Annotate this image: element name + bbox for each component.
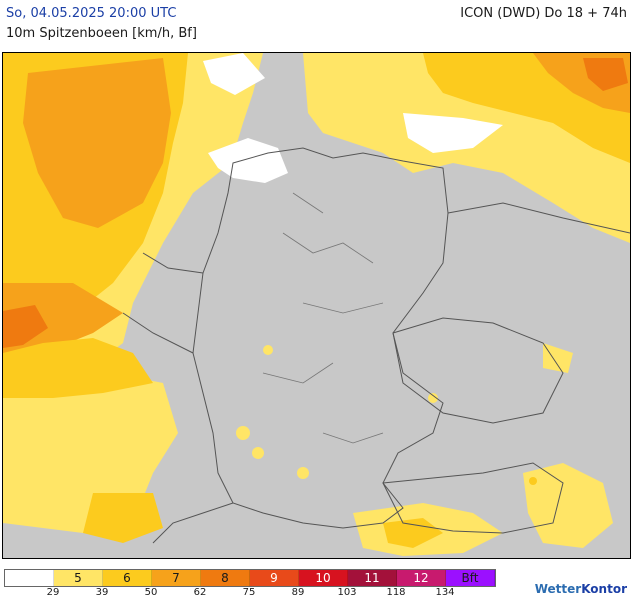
legend-class-label: 6 xyxy=(123,571,131,585)
map-canvas xyxy=(3,53,630,558)
baltic-gust-bf8 xyxy=(583,58,628,91)
legend-threshold: 134 xyxy=(435,587,455,598)
alps-gust-bf6 xyxy=(383,518,443,548)
channel-gust-bf8 xyxy=(3,305,48,348)
austria-border xyxy=(382,462,564,534)
legend-threshold: 89 xyxy=(291,587,305,598)
poland-border xyxy=(447,202,630,234)
german-bight-calm xyxy=(203,53,265,95)
legend-class: 10 xyxy=(299,570,348,586)
legend-class: 6 xyxy=(103,570,152,586)
legend-threshold: 39 xyxy=(95,587,109,598)
czech-border xyxy=(392,317,564,424)
legend-threshold: 62 xyxy=(193,587,207,598)
legend-class: 9 xyxy=(250,570,299,586)
gust-map[interactable] xyxy=(2,52,631,559)
benelux-border xyxy=(122,252,204,354)
swiss-border xyxy=(152,502,234,544)
legend-class-label: 11 xyxy=(364,571,380,585)
southwest-gust-bf6 xyxy=(83,493,163,543)
legend-class-label: 12 xyxy=(413,571,429,585)
legend-threshold: 103 xyxy=(337,587,357,598)
country-borders xyxy=(122,147,630,544)
patch-bf6 xyxy=(529,477,537,485)
legend-threshold: 118 xyxy=(386,587,406,598)
west-gust-bf6 xyxy=(3,338,153,398)
parameter-title: 10m Spitzenboeen [km/h, Bf] xyxy=(6,26,197,41)
east-gust-bf5 xyxy=(543,343,573,373)
wadden-calm xyxy=(208,138,288,183)
legend-class: Bft xyxy=(446,570,495,586)
legend-class xyxy=(5,570,54,586)
legend-class: 8 xyxy=(201,570,250,586)
brand-name-a: Wetter xyxy=(534,582,582,596)
gust-legend: 5 6 7 8 9 10 11 12 Bft xyxy=(4,569,496,587)
legend-threshold: 29 xyxy=(46,587,60,598)
patch-bf5 xyxy=(297,467,309,479)
map-date: So, 04.05.2025 20:00 UTC xyxy=(6,6,177,21)
brand-logo: WetterKontor xyxy=(535,582,627,596)
brand-name-b: Kontor xyxy=(581,582,627,596)
legend-class-label: 7 xyxy=(172,571,180,585)
patch-bf5 xyxy=(428,393,438,403)
patch-bf5 xyxy=(263,345,273,355)
legend-class-label: 8 xyxy=(221,571,229,585)
legend-class: 5 xyxy=(54,570,103,586)
legend-threshold: 50 xyxy=(144,587,158,598)
state-borders xyxy=(262,192,384,444)
legend-class-label: 10 xyxy=(315,571,331,585)
baltic-calm xyxy=(403,113,503,153)
legend-class-label: Bft xyxy=(461,571,479,585)
legend-class-label: 9 xyxy=(270,571,278,585)
patch-bf5 xyxy=(252,447,264,459)
east-alps-gust-bf5 xyxy=(523,463,613,548)
legend-threshold: 75 xyxy=(242,587,256,598)
model-run: ICON (DWD) Do 18 + 74h xyxy=(460,6,627,21)
legend-thresholds: 29 39 50 62 75 89 103 118 134 xyxy=(4,587,504,601)
legend-class-label: 5 xyxy=(74,571,82,585)
legend-class: 11 xyxy=(348,570,397,586)
legend-class: 7 xyxy=(152,570,201,586)
patch-bf5 xyxy=(236,426,250,440)
legend-class: 12 xyxy=(397,570,446,586)
north-sea-gust-bf7 xyxy=(23,58,171,228)
